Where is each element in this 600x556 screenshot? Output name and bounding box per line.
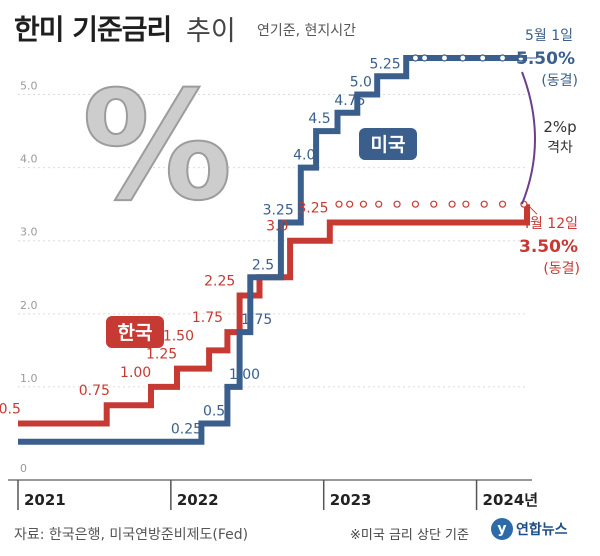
korea-value-label: 1.25 — [146, 347, 177, 363]
publisher-name: 연합뉴스 — [516, 522, 568, 538]
footnote: ※미국 금리 상단 기준 — [350, 528, 469, 543]
x-tick-label: 2023 — [330, 491, 372, 509]
y-tick-label: 3.0 — [20, 226, 38, 239]
x-tick-label: 2021 — [24, 491, 66, 509]
us-legend-badge-text: 미국 — [371, 134, 406, 156]
gap-bracket — [521, 71, 536, 205]
page-title-suffix: 추이 — [186, 16, 236, 47]
korea-hold-dot — [498, 200, 507, 208]
us-value-label: 1.75 — [241, 312, 272, 328]
y-tick-label: 2.0 — [20, 299, 38, 312]
us-value-label: 1.00 — [229, 367, 260, 383]
us-hold-dot — [479, 54, 487, 62]
gap-value: 2%p — [543, 118, 576, 136]
korea-value-label: 1.50 — [163, 328, 194, 344]
y-tick-label: 1.0 — [20, 372, 38, 385]
y-tick-label: 0 — [20, 462, 27, 475]
korea-end-status: (동결) — [543, 261, 580, 277]
korea-legend-badge-box — [106, 316, 164, 348]
us-value-label: 0.5 — [203, 403, 225, 419]
source-note: 자료: 한국은행, 미국연방준비제도(Fed) — [14, 527, 249, 543]
us-hold-dot — [411, 54, 420, 62]
korea-hold-dot — [335, 200, 343, 208]
us-value-label: 4.75 — [334, 93, 365, 109]
us-hold-dot — [517, 54, 525, 62]
korea-hold-dot — [393, 200, 401, 208]
us-hold-dot — [420, 54, 429, 62]
us-value-label: 3.25 — [263, 202, 294, 218]
page-title: 한미 기준금리 — [14, 13, 172, 46]
korea-hold-dot — [430, 200, 438, 208]
page-subtitle: 연기준, 현지시간 — [257, 23, 357, 39]
us-value-label: 5.25 — [370, 56, 401, 72]
us-hold-dot — [498, 54, 507, 62]
percent-decoration: % — [82, 60, 232, 234]
x-tick-label: 2024년 — [483, 491, 539, 509]
korea-end-date: 4월 12일 — [521, 216, 578, 232]
korea-value-label: 3.25 — [297, 200, 328, 216]
korea-value-label: 0.75 — [79, 383, 110, 399]
us-hold-dot — [440, 54, 449, 62]
korea-value-label: 1.00 — [120, 365, 151, 381]
korea-value-label: 1.75 — [192, 310, 223, 326]
us-hold-dot — [459, 54, 467, 62]
korea-legend-badge-text: 한국 — [118, 322, 153, 344]
us-end-status: (동결) — [541, 73, 578, 89]
korea-end-connector — [526, 203, 538, 215]
us-value-label: 0.25 — [171, 422, 202, 438]
korea-hold-dot — [462, 200, 470, 208]
korea-value-label: 0.5 — [0, 401, 21, 417]
korea-hold-dot — [448, 200, 456, 208]
us-end-value: 5.50% — [516, 49, 575, 69]
korea-value-label: 2.25 — [204, 274, 235, 290]
korea-hold-dot — [359, 200, 368, 208]
korea-hold-dot — [375, 200, 383, 208]
y-tick-label: 4.0 — [20, 153, 38, 166]
y-tick-label: 5.0 — [20, 80, 38, 93]
us-legend-badge: 미국 — [359, 128, 417, 160]
korea-end-value: 3.50% — [519, 237, 578, 257]
us-end-date: 5월 1일 — [525, 28, 573, 44]
korea-hold-dot — [411, 200, 420, 208]
korea-hold-dot — [346, 200, 354, 208]
us-value-label: 4.5 — [308, 111, 330, 127]
publisher-logo: y 연합뉴스 — [491, 518, 568, 540]
korea-rate-line — [18, 204, 530, 427]
gap-text: 격차 — [547, 140, 573, 156]
korea-hold-dot — [480, 200, 488, 208]
us-value-label: 5.0 — [350, 75, 372, 91]
x-tick-label: 2022 — [177, 491, 219, 509]
korea-legend-badge: 한국 — [106, 316, 164, 348]
us-legend-badge-box — [359, 128, 417, 160]
us-rate-line — [18, 55, 527, 445]
us-value-label: 2.5 — [252, 257, 274, 273]
us-value-label: 4.0 — [293, 148, 315, 164]
yonhap-logo-icon: y — [491, 518, 513, 540]
korea-value-label: 3.0 — [266, 219, 288, 235]
